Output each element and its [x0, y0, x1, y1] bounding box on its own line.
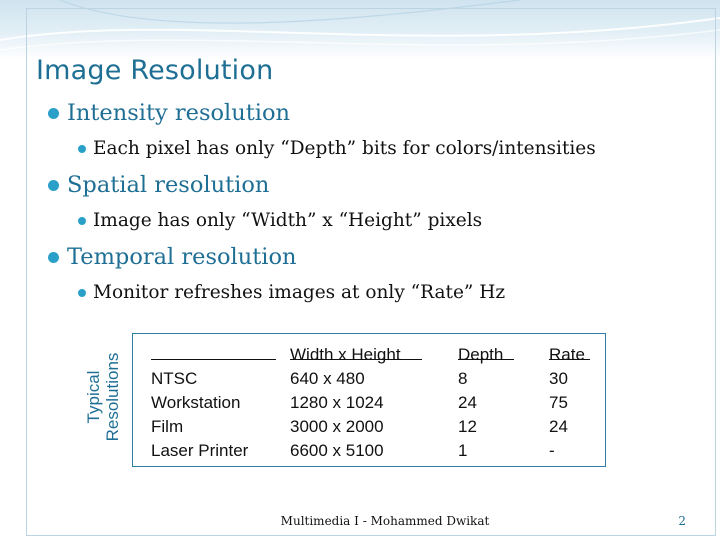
slide-title: Image Resolution: [36, 55, 274, 86]
bullet-text: Temporal resolution: [67, 244, 297, 270]
bullet-spatial: Spatial resolution: [48, 172, 269, 198]
header-underline-depth: [458, 359, 514, 360]
table-cell: -: [549, 441, 555, 460]
bullet-dot-icon: [48, 107, 59, 119]
bullet-text: Intensity resolution: [67, 100, 291, 126]
sub-bullet-dot-icon: [78, 216, 86, 225]
table-cell: 1: [458, 441, 468, 460]
table-side-label: Typical Resolutions: [76, 333, 130, 461]
table-cell: Laser Printer: [151, 441, 249, 460]
table-cell: 8: [458, 369, 468, 388]
table-cell: 1280 x 1024: [290, 393, 384, 412]
decorative-header-band: [0, 0, 720, 60]
table-col-name: NTSC Workstation Film Laser Printer: [151, 343, 248, 463]
table-cell: 6600 x 5100: [290, 441, 384, 460]
bullet-dot-icon: [48, 179, 59, 191]
slide-frame: [26, 8, 716, 536]
table-header: Depth: [458, 345, 504, 364]
table-cell: Film: [151, 417, 184, 436]
table-header: [151, 343, 248, 367]
side-label-line1: Typical: [84, 370, 103, 424]
bullet-temporal: Temporal resolution: [48, 244, 297, 270]
table-header: Width x Height: [290, 345, 401, 364]
table-cell: NTSC: [151, 369, 198, 388]
slide-footer: Multimedia I - Mohammed Dwikat: [280, 514, 490, 528]
sub-bullet-dot-icon: [78, 144, 86, 153]
sub-bullet-rate: Monitor refreshes images at only “Rate” …: [78, 282, 505, 303]
table-cell: 24: [458, 393, 477, 412]
sub-bullet-text: Image has only “Width” x “Height” pixels: [93, 210, 483, 231]
bullet-text: Spatial resolution: [67, 172, 270, 198]
table-cell: 24: [549, 417, 568, 436]
header-underline-name: [151, 359, 276, 360]
side-label-line2: Resolutions: [103, 352, 122, 442]
table-cell: 3000 x 2000: [290, 417, 384, 436]
bullet-intensity: Intensity resolution: [48, 100, 290, 126]
table-cell: 12: [458, 417, 477, 436]
sub-bullet-depth: Each pixel has only “Depth” bits for col…: [78, 138, 596, 159]
table-col-rate: Rate 30 75 24 -: [549, 343, 585, 463]
table-col-size: Width x Height 640 x 480 1280 x 1024 300…: [290, 343, 401, 463]
table-cell: Workstation: [151, 393, 241, 412]
sub-bullet-text: Monitor refreshes images at only “Rate” …: [93, 282, 506, 303]
header-underline-rate: [549, 359, 590, 360]
table-cell: 75: [549, 393, 568, 412]
table-cell: 30: [549, 369, 568, 388]
table-cell: 640 x 480: [290, 369, 365, 388]
table-col-depth: Depth 8 24 12 1: [458, 343, 503, 463]
sub-bullet-width-height: Image has only “Width” x “Height” pixels: [78, 210, 482, 231]
resolution-table: [132, 333, 606, 467]
bullet-dot-icon: [48, 251, 59, 263]
table-header: Rate: [549, 345, 585, 364]
page-number: 2: [678, 514, 686, 528]
header-underline-size: [290, 359, 422, 360]
sub-bullet-text: Each pixel has only “Depth” bits for col…: [93, 138, 596, 159]
sub-bullet-dot-icon: [78, 288, 86, 297]
